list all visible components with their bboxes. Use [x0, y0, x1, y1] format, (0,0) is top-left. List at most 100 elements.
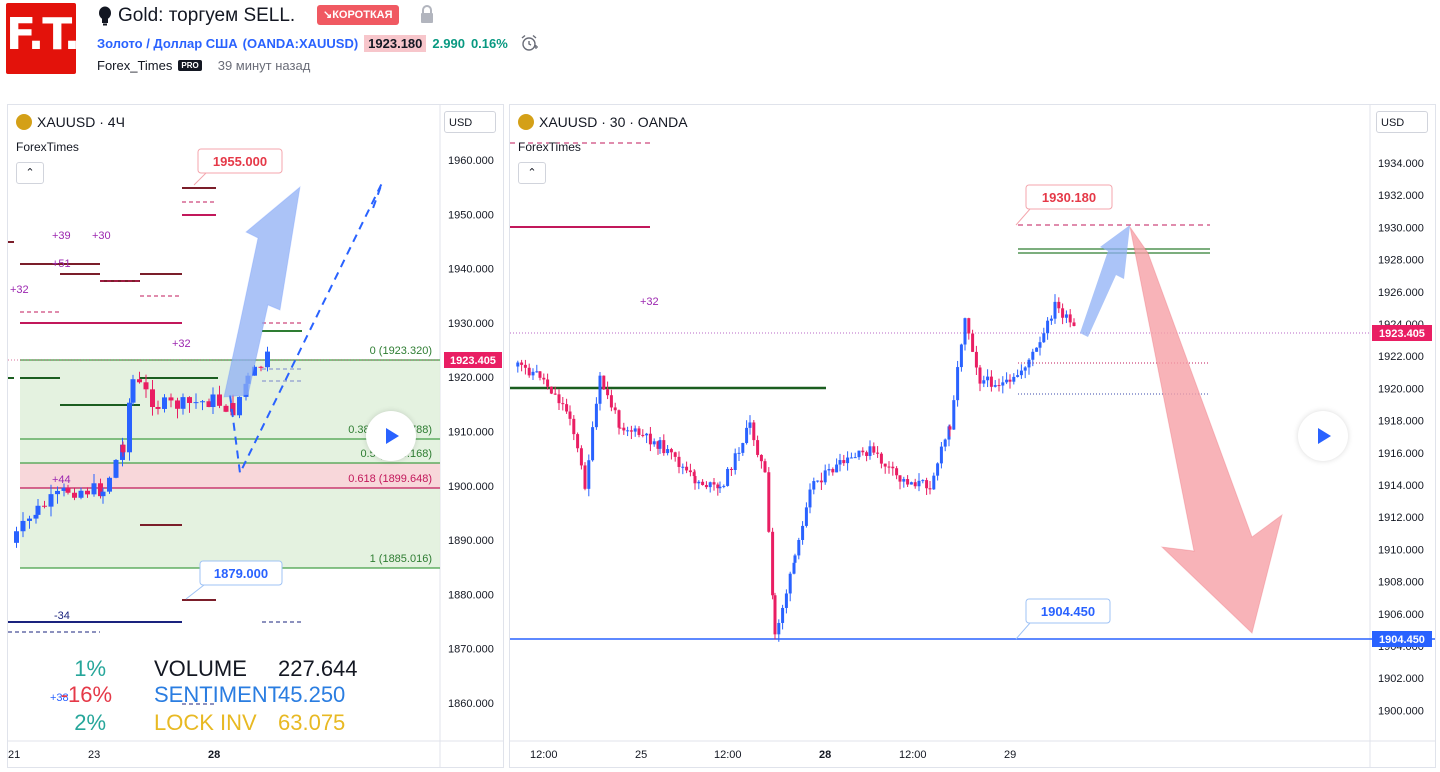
price-tick: 1906.000 [1378, 609, 1424, 621]
time-tick: 28 [208, 749, 220, 761]
candle-body [193, 402, 199, 404]
left-currency-button[interactable]: USD [444, 111, 496, 133]
bullish-arrow [223, 185, 301, 398]
candle-body [618, 427, 622, 429]
candle-body [1042, 333, 1046, 343]
left-chart-pane[interactable]: 0 (1923.320) 0.382 (1908.788) 0.5 (1904.… [7, 104, 504, 768]
symbol-name-link[interactable]: Золото / Доллар США [97, 35, 238, 51]
candle-body [561, 403, 565, 405]
candle-body [527, 367, 531, 376]
candle-body [42, 505, 47, 507]
candle-body [838, 460, 842, 465]
fib-label-0: 0 (1923.320) [370, 345, 432, 357]
forecast-path [229, 182, 383, 477]
time-tick: 29 [1004, 749, 1016, 761]
candle-body [91, 483, 97, 495]
candle-body [853, 457, 857, 459]
candle-body [113, 459, 119, 478]
candle-body [756, 440, 760, 455]
candle-body [759, 454, 763, 462]
candle-body [35, 505, 41, 515]
candle-body [816, 480, 820, 482]
candle-body [1019, 370, 1023, 376]
candle-body [827, 469, 831, 471]
time-tick: 12:00 [899, 749, 927, 761]
logo-text: F.T. [6, 9, 80, 60]
small-label: +38 [50, 692, 69, 704]
candle-body [808, 489, 812, 508]
candle-body [948, 426, 952, 430]
candle-body [155, 406, 161, 409]
candle-body [681, 466, 685, 468]
symbol-line: Золото / Доллар США (OANDA:XAUUSD) 1923.… [97, 34, 538, 52]
candle-body [1023, 367, 1027, 371]
right-collapse-button[interactable]: ⌃ [518, 162, 546, 184]
candle-body [14, 531, 19, 543]
callout-1955-text: 1955.000 [213, 154, 267, 169]
candle-body [883, 463, 887, 467]
candle-body [788, 573, 792, 594]
time-tick: 25 [635, 749, 647, 761]
candle-body [637, 428, 641, 435]
right-last-price: 1923.405 [1379, 328, 1425, 340]
candle-body [127, 402, 132, 453]
price-tick: 1930.000 [1378, 222, 1424, 234]
candle-body [831, 469, 835, 473]
alarm-clock-icon[interactable] [520, 34, 538, 52]
symbol-code-link[interactable]: (OANDA:XAUUSD) [242, 35, 359, 51]
price-tick: 1922.000 [1378, 351, 1424, 363]
left-chart-canvas[interactable]: 0 (1923.320) 0.382 (1908.788) 0.5 (1904.… [8, 105, 503, 767]
candle-body [823, 470, 827, 483]
candle-body [648, 433, 652, 445]
candle-body [1057, 301, 1061, 309]
price-change: 2.990 [432, 35, 465, 51]
candle-body [100, 491, 106, 497]
author-name[interactable]: Forex_Times [97, 58, 173, 73]
candle-body [868, 446, 872, 456]
candle-body [685, 466, 689, 471]
candle-body [652, 441, 656, 445]
left-collapse-button[interactable]: ⌃ [16, 162, 44, 184]
candle-body [872, 446, 876, 453]
current-price: 1923.180 [364, 34, 427, 52]
candle-body [150, 389, 155, 407]
candle-body [1053, 301, 1057, 319]
candle-body [956, 367, 960, 401]
candle-body [932, 475, 936, 490]
candle-body [693, 476, 697, 484]
candle-body [819, 480, 823, 483]
price-tick: 1940.000 [448, 264, 494, 276]
right-play-button[interactable] [1298, 411, 1348, 461]
small-label: +32 [640, 296, 659, 308]
candle-body [617, 410, 621, 428]
right-chart-pane[interactable]: +32 1930.180 1904.450 1934.000 1932.000 19… [509, 104, 1436, 768]
time-tick: 23 [88, 749, 100, 761]
candle-body [629, 430, 633, 432]
left-indicator-label: ForexTimes [16, 140, 79, 154]
candle-body [542, 377, 546, 380]
candle-body [745, 427, 749, 444]
candle-body [1001, 382, 1005, 386]
candle-body [61, 487, 67, 491]
left-play-button[interactable] [366, 411, 416, 461]
play-icon [386, 428, 399, 444]
price-tick: 1900.000 [1378, 705, 1424, 717]
candle-body [1038, 342, 1042, 348]
candle-body [633, 428, 637, 432]
lightbulb-icon [99, 6, 111, 26]
candle-body [704, 485, 708, 488]
candle-body [237, 396, 242, 416]
candle-body [716, 484, 720, 489]
candle-body [520, 362, 524, 365]
candle-body [583, 465, 587, 489]
forex-times-logo[interactable]: F.T. [6, 3, 80, 74]
candle-body [921, 480, 925, 482]
right-currency-button[interactable]: USD [1376, 111, 1428, 133]
candle-body [258, 366, 264, 368]
candle-body [33, 514, 39, 519]
left-price-axis[interactable]: 1960.000 1950.000 1940.000 1930.000 1920.000… [448, 155, 494, 710]
stat-pct-sentiment: -16% [61, 682, 112, 707]
right-chart-canvas[interactable]: +32 1930.180 1904.450 1934.000 1932.000 19… [510, 105, 1435, 767]
candle-body [549, 386, 553, 394]
candle-body [861, 450, 865, 453]
